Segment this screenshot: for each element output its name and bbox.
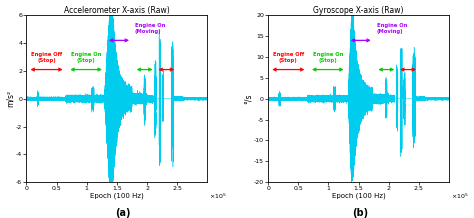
Y-axis label: m/s²: m/s² [6, 90, 15, 107]
Text: Engine Off
(Stop): Engine Off (Stop) [273, 52, 304, 63]
Title: Gyroscope X-axis (Raw): Gyroscope X-axis (Raw) [313, 5, 404, 15]
Text: Engine On
(Moving): Engine On (Moving) [377, 23, 407, 34]
Text: (b): (b) [352, 208, 368, 218]
Text: $\times10^5$: $\times10^5$ [451, 192, 469, 201]
Text: Engine On
(Moving): Engine On (Moving) [135, 23, 165, 34]
X-axis label: Epoch (100 Hz): Epoch (100 Hz) [90, 193, 144, 199]
X-axis label: Epoch (100 Hz): Epoch (100 Hz) [332, 193, 385, 199]
Text: $\times10^5$: $\times10^5$ [209, 192, 227, 201]
Text: Engine On
(Stop): Engine On (Stop) [313, 52, 343, 63]
Text: (a): (a) [116, 208, 131, 218]
Text: Engine Off
(Stop): Engine Off (Stop) [31, 52, 62, 63]
Text: Engine On
(Stop): Engine On (Stop) [71, 52, 101, 63]
Title: Accelerometer X-axis (Raw): Accelerometer X-axis (Raw) [64, 5, 170, 15]
Y-axis label: °/s: °/s [243, 94, 252, 104]
